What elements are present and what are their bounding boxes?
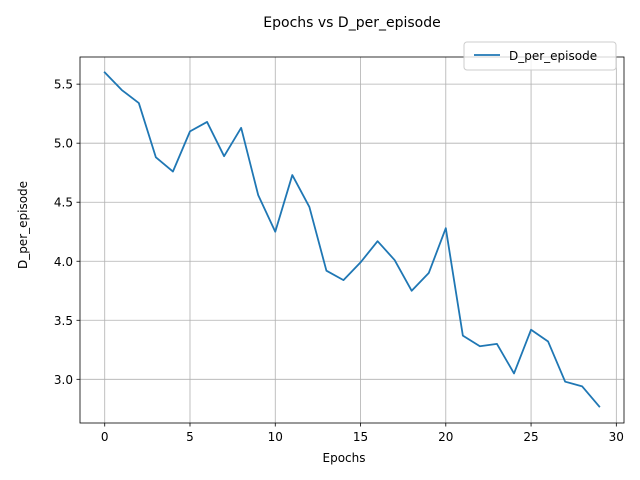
x-tick-label: 20 bbox=[438, 430, 453, 444]
y-tick-label: 3.5 bbox=[54, 314, 73, 328]
y-tick-label: 4.5 bbox=[54, 196, 73, 210]
ticks: 0 5 10 15 20 25 30 3.0 3.5 4.0 4.5 5.0 5.5 bbox=[54, 78, 624, 444]
x-tick-label: 0 bbox=[101, 430, 109, 444]
series-layer bbox=[103, 71, 601, 408]
x-tick-label: 15 bbox=[353, 430, 368, 444]
y-tick-label: 5.0 bbox=[54, 137, 73, 151]
x-tick-label: 5 bbox=[186, 430, 194, 444]
axes bbox=[79, 56, 625, 424]
y-tick-label: 4.0 bbox=[54, 255, 73, 269]
series-line bbox=[103, 71, 601, 408]
grid bbox=[80, 57, 624, 423]
y-axis-label: D_per_episode bbox=[16, 181, 30, 269]
y-tick-label: 5.5 bbox=[54, 78, 73, 92]
x-tick-label: 25 bbox=[523, 430, 538, 444]
legend-box bbox=[463, 41, 617, 71]
x-tick-label: 10 bbox=[268, 430, 283, 444]
plot-frame bbox=[79, 56, 625, 424]
x-axis-label: Epochs bbox=[323, 451, 366, 465]
x-tick-label: 30 bbox=[609, 430, 624, 444]
y-tick-label: 3.0 bbox=[54, 373, 73, 387]
chart-title: Epochs vs D_per_episode bbox=[263, 15, 440, 31]
legend: D_per_episode bbox=[463, 41, 617, 71]
legend-label: D_per_episode bbox=[509, 49, 597, 63]
